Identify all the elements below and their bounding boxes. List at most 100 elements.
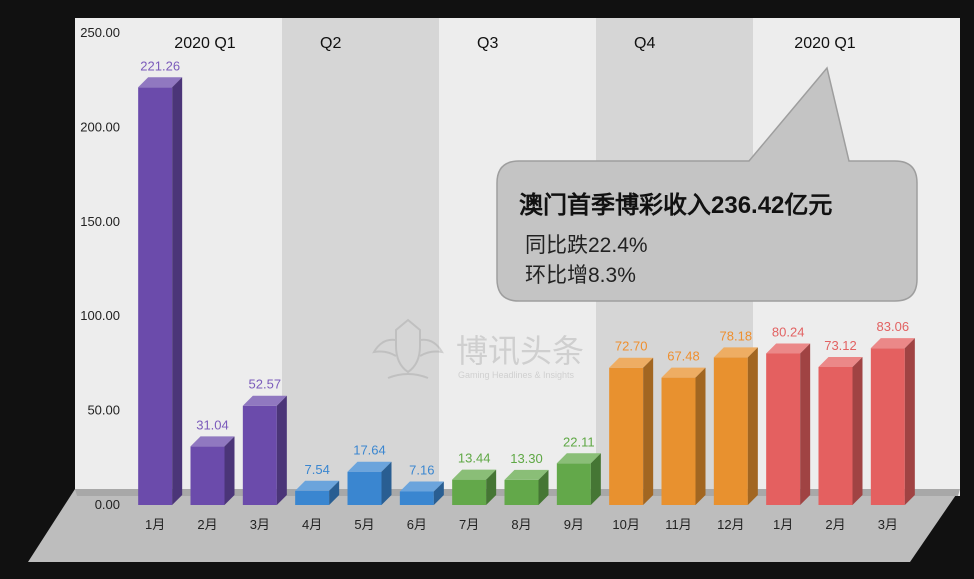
bar-side	[747, 347, 758, 505]
data-label: 7.54	[305, 462, 330, 477]
value-labels: 221.26 31.04 52.57 7.54 17.64 7.16 13.44 13.30 2…	[140, 58, 909, 477]
watermark: 博讯头条 Gaming Headlines & Insights	[368, 312, 608, 392]
bar-side	[538, 469, 549, 505]
bar-top	[609, 357, 654, 368]
data-label: 221.26	[140, 58, 180, 73]
floor-plane	[28, 489, 960, 562]
bar	[504, 479, 539, 505]
x-tick-label: 1月	[145, 517, 165, 532]
x-tick-label: 2月	[197, 517, 217, 532]
bar	[713, 357, 748, 505]
data-label: 83.06	[877, 319, 910, 334]
bar	[661, 377, 696, 505]
x-tick-label: 10月	[612, 517, 639, 532]
bar-top	[190, 436, 235, 447]
x-axis-labels: 1月 2月 3月 4月 5月 6月 7月 8月 9月 10月 11月 12月 1月 2月 3月	[145, 517, 898, 532]
callout-bubble	[496, 66, 918, 302]
bar	[190, 446, 225, 505]
x-tick-label: 1月	[773, 517, 793, 532]
callout-title: 澳门首季博彩收入236.42亿元	[519, 192, 833, 219]
bar-side	[172, 77, 183, 506]
bar	[452, 479, 487, 505]
data-label: 80.24	[772, 325, 805, 340]
quarter-label: Q4	[634, 35, 655, 52]
data-label: 22.11	[563, 434, 595, 449]
x-tick-label: 7月	[459, 517, 479, 532]
bar-top	[713, 347, 758, 358]
data-label: 72.70	[615, 339, 648, 354]
bar-side	[904, 338, 915, 505]
bar-side	[643, 357, 654, 505]
bar-side	[800, 343, 811, 505]
data-label: 31.04	[196, 417, 229, 432]
y-axis: 0.00 50.00 100.00 150.00 200.00 250.00	[80, 25, 120, 512]
data-label: 73.12	[824, 338, 857, 353]
bar	[347, 471, 382, 505]
bar	[609, 367, 644, 505]
bar-side	[590, 453, 601, 505]
bar-side	[433, 481, 444, 505]
bar-top	[818, 356, 863, 367]
quarter-labels: 2020 Q1 Q2 Q3 Q4 2020 Q1	[174, 35, 855, 52]
bar-top	[399, 481, 444, 492]
quarter-band	[282, 18, 439, 496]
data-label: 17.64	[353, 443, 386, 458]
quarter-label: 2020 Q1	[174, 35, 235, 52]
data-label: 52.57	[249, 377, 282, 392]
bar-top	[138, 77, 183, 88]
data-label: 78.18	[720, 328, 753, 343]
y-tick-label: 200.00	[80, 119, 120, 134]
bar-side	[276, 395, 287, 505]
crest-logo	[372, 318, 444, 379]
bar	[399, 491, 434, 505]
y-tick-label: 50.00	[87, 403, 120, 418]
bar-top	[870, 338, 915, 349]
y-tick-label: 100.00	[80, 308, 120, 323]
bar	[870, 348, 905, 505]
bar-top	[661, 367, 706, 378]
y-tick-label: 250.00	[80, 25, 120, 40]
watermark-name: 博讯头条	[456, 332, 585, 370]
y-tick-label: 0.00	[95, 497, 120, 512]
bars	[138, 77, 915, 506]
bar-top	[556, 453, 601, 464]
quarter-label: 2020 Q1	[794, 35, 855, 52]
bar-top	[766, 343, 811, 354]
bar	[138, 87, 173, 506]
bar-top	[452, 469, 497, 480]
bar-top	[504, 469, 549, 480]
y-tick-label: 150.00	[80, 214, 120, 229]
bar-top	[295, 480, 340, 491]
x-tick-label: 8月	[511, 517, 531, 532]
callout-box: 澳门首季博彩收入236.42亿元 同比跌22.4% 环比增8.3%	[496, 66, 918, 302]
data-label: 13.30	[510, 451, 543, 466]
callout-yoy: 同比跌22.4%	[525, 234, 648, 257]
bar	[766, 353, 801, 505]
bar	[242, 405, 277, 505]
bar	[556, 463, 591, 505]
bar-side	[329, 480, 340, 505]
x-tick-label: 12月	[717, 517, 744, 532]
x-tick-label: 3月	[250, 517, 270, 532]
bar	[295, 490, 330, 505]
bar-side	[695, 367, 706, 505]
bar-side	[486, 469, 497, 505]
data-label: 13.44	[458, 451, 491, 466]
bar-side	[224, 436, 235, 505]
x-tick-label: 3月	[878, 517, 898, 532]
x-tick-label: 6月	[407, 517, 427, 532]
bar	[818, 366, 853, 505]
x-tick-label: 4月	[302, 517, 322, 532]
x-tick-label: 9月	[564, 517, 584, 532]
x-tick-label: 2月	[825, 517, 845, 532]
callout-qoq: 环比增8.3%	[525, 264, 636, 287]
bar-top	[347, 461, 392, 472]
bar-side	[852, 356, 863, 505]
data-label: 67.48	[667, 349, 700, 364]
bar-side	[381, 461, 392, 505]
watermark-tagline: Gaming Headlines & Insights	[458, 370, 575, 380]
bar-top	[242, 395, 287, 406]
x-tick-label: 11月	[665, 517, 692, 532]
data-label: 7.16	[409, 462, 434, 477]
